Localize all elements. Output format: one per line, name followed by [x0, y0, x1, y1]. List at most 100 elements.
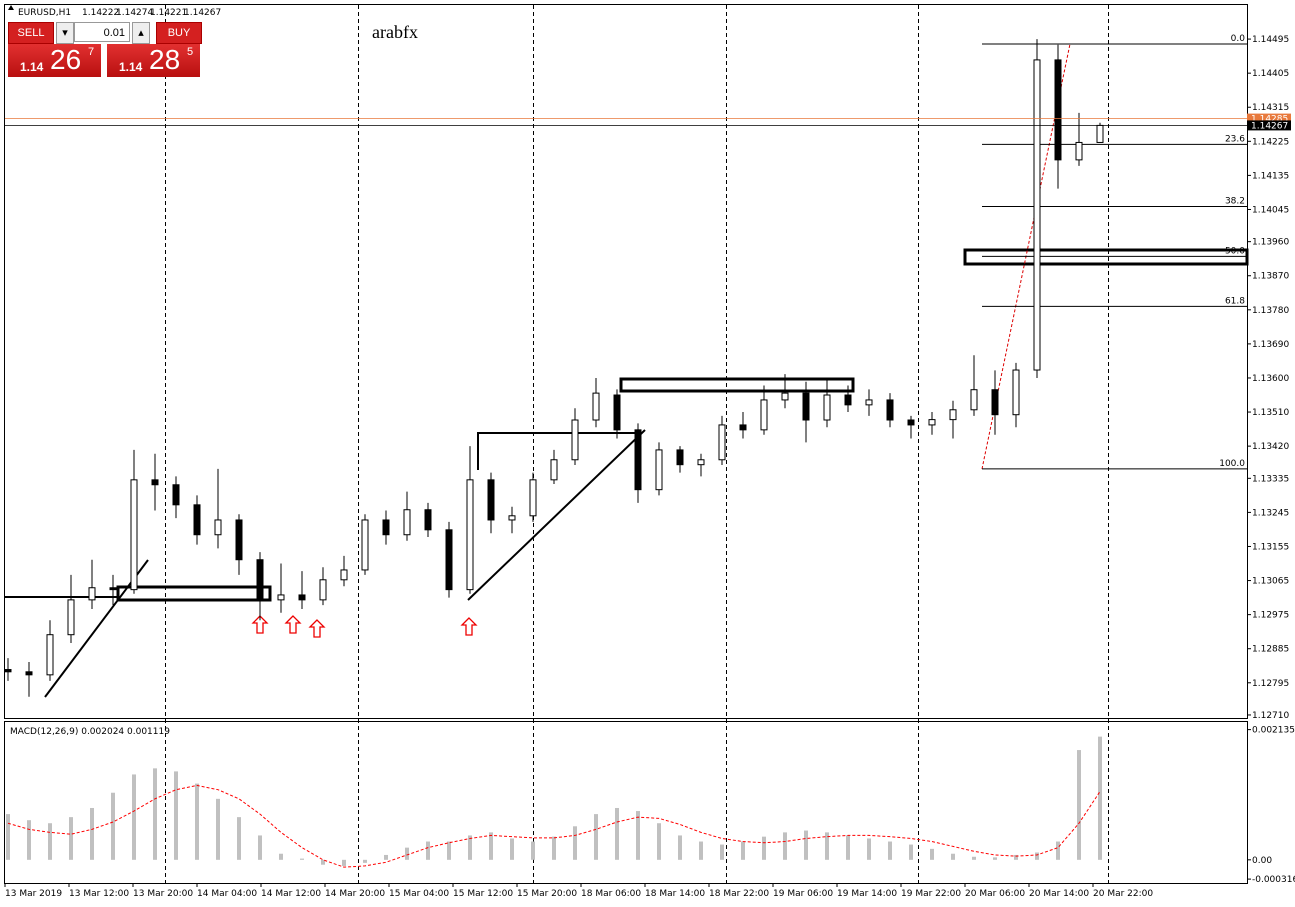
macd-bar — [384, 854, 388, 860]
macd-bar — [531, 841, 535, 860]
x-tick-label: 18 Mar 06:00 — [581, 889, 641, 899]
x-tick-label: 18 Mar 14:00 — [645, 889, 705, 899]
header-low: 1.14221 — [150, 8, 187, 18]
candle-body — [718, 424, 726, 461]
y-tick-label: 1.13335 — [1252, 474, 1289, 484]
y-tick-label: 0.002135 — [1252, 726, 1295, 736]
price-label-box — [1247, 113, 1291, 124]
x-tick-label: 14 Mar 20:00 — [325, 889, 385, 899]
x-tick-label: 18 Mar 22:00 — [709, 889, 769, 899]
candle-body — [529, 479, 537, 517]
watermark: arabfx — [372, 22, 418, 42]
lot-down[interactable]: ▾ — [56, 22, 74, 44]
x-tick-label: 13 Mar 20:00 — [133, 889, 193, 899]
x-tick-label: 14 Mar 12:00 — [261, 889, 321, 899]
candle-body — [550, 459, 558, 481]
macd-bar — [90, 807, 94, 860]
x-tick-label: 15 Mar 12:00 — [453, 889, 513, 899]
y-tick-label: 1.14405 — [1252, 69, 1289, 79]
candle-body — [340, 569, 348, 581]
macd-bar — [447, 841, 451, 860]
candle-body — [949, 409, 957, 421]
macd-bar — [1077, 750, 1081, 860]
y-tick-label: 0.00 — [1252, 856, 1272, 866]
macd-bar — [552, 836, 556, 860]
bid-big: 1.14 — [20, 60, 44, 74]
x-tick-label: 20 Mar 14:00 — [1029, 889, 1089, 899]
candle-body — [151, 479, 159, 486]
macd-bar — [405, 847, 409, 860]
candle-body — [1012, 369, 1020, 416]
macd-bar — [573, 826, 577, 860]
candle-body — [466, 479, 474, 591]
candle-body — [193, 504, 201, 536]
y-tick-label: 1.13780 — [1252, 306, 1289, 316]
macd-bar — [489, 832, 493, 860]
candle-body — [655, 449, 663, 491]
price-label: 1.14285 — [1251, 115, 1288, 125]
candle-body — [1075, 141, 1083, 161]
y-tick-label: 1.12975 — [1252, 611, 1289, 621]
macd-bar — [132, 774, 136, 860]
candle-body — [760, 399, 768, 431]
candle-body — [277, 594, 285, 601]
macd-bar — [1098, 736, 1102, 860]
x-tick-label: 14 Mar 04:00 — [197, 889, 257, 899]
y-tick-label: 1.13420 — [1252, 442, 1289, 452]
macd-bar — [888, 841, 892, 860]
candle-body — [1096, 124, 1104, 143]
macd-bar — [846, 835, 850, 860]
trade-panel: SELL ▾ 0.01 ▴ BUY 1.14 26 7 1.14 28 5 — [8, 22, 202, 78]
candle-body — [382, 519, 390, 536]
candle-body — [4, 669, 12, 673]
candle-body — [319, 579, 327, 601]
macd-bar — [804, 830, 808, 860]
fib-label: 61.8 — [1225, 296, 1245, 306]
candle-body — [844, 394, 852, 406]
lot-input[interactable]: 0.01 — [74, 22, 130, 42]
drawings — [5, 43, 1249, 698]
x-tick-label: 13 Mar 2019 — [5, 889, 62, 899]
candle-body — [802, 392, 810, 421]
candle-body — [109, 587, 117, 591]
macd-bar — [342, 859, 346, 866]
y-tick-label: 1.12885 — [1252, 645, 1289, 655]
y-tick-label: 1.12710 — [1252, 711, 1289, 721]
fib-label: 38.2 — [1225, 196, 1245, 206]
macd-bar — [594, 814, 598, 860]
lot-up[interactable]: ▴ — [132, 22, 150, 44]
macd-bar — [951, 853, 955, 860]
price-label-box — [1247, 120, 1291, 131]
ask-big: 1.14 — [119, 60, 143, 74]
bid-box[interactable]: 1.14 26 7 — [8, 44, 101, 77]
candle-body — [88, 587, 96, 601]
y-tick-label: 1.14135 — [1252, 171, 1289, 181]
candle-body — [256, 559, 264, 601]
fib-label: 23.6 — [1225, 134, 1245, 144]
macd-bar — [825, 832, 829, 860]
macd-bar — [216, 798, 220, 860]
x-tick-label: 20 Mar 06:00 — [965, 889, 1025, 899]
candle-body — [571, 419, 579, 461]
macd-bar — [69, 817, 73, 860]
macd-bar — [972, 856, 976, 860]
macd-title: MACD(12,26,9) 0.002024 0.001119 — [10, 727, 170, 737]
fib-label: 0.0 — [1231, 34, 1246, 44]
bid-pips: 26 — [50, 44, 82, 75]
candle-body — [25, 671, 33, 676]
ask-box[interactable]: 1.14 28 5 — [107, 44, 200, 77]
sell-button[interactable]: SELL — [8, 22, 54, 44]
y-tick-label: 1.14495 — [1252, 35, 1289, 45]
candle-body — [172, 484, 180, 506]
macd-bar — [111, 792, 115, 860]
macd-bar — [678, 835, 682, 860]
candle-body — [1054, 59, 1062, 161]
y-tick-label: 1.14045 — [1252, 205, 1289, 215]
candle-body — [298, 594, 306, 601]
candle-body — [361, 519, 369, 571]
buy-button[interactable]: BUY — [156, 22, 202, 44]
macd-bar — [6, 814, 10, 860]
macd-bar — [615, 807, 619, 860]
